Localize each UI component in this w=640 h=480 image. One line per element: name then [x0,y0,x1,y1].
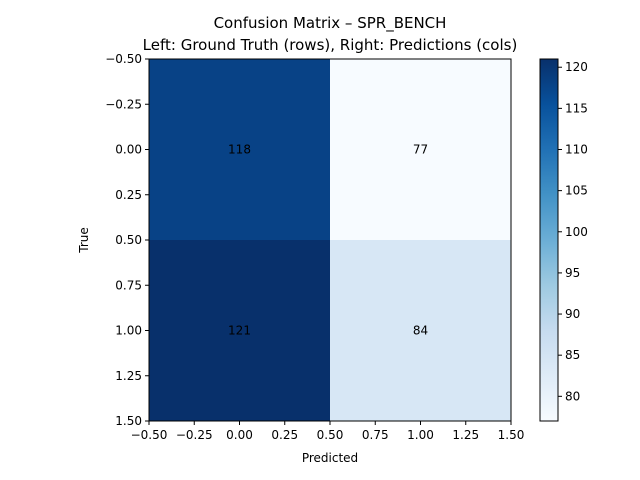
x-tick-label: −0.25 [176,428,213,442]
x-axis-ticks: −0.50 −0.25 0.00 0.25 0.50 0.75 1.00 1.25 1.50 [131,421,525,442]
y-tick-label: 0.25 [115,188,142,202]
chart-title: Confusion Matrix – SPR_BENCH [214,14,447,33]
y-tick-label: 0.75 [115,278,142,292]
colorbar-tick-label: 110 [565,143,588,157]
colorbar-tick-label: 95 [565,266,580,280]
colorbar [539,58,559,422]
heatmap-cell-0-1 [330,59,511,240]
x-axis-label: Predicted [302,451,358,465]
colorbar-ticks: 80 85 90 95 100 105 110 115 120 [558,60,588,403]
chart-subtitle: Left: Ground Truth (rows), Right: Predic… [143,36,518,54]
cell-label-1-1: 84 [413,324,428,338]
x-tick-label: 1.50 [498,428,525,442]
cell-label-0-0: 118 [228,143,251,157]
y-tick-label: 0.50 [115,233,142,247]
y-axis-label: True [77,227,91,254]
heatmap-cell-0-0 [149,59,330,240]
colorbar-tick-label: 120 [565,60,588,74]
x-tick-label: 0.50 [317,428,344,442]
y-tick-label: −0.50 [105,52,142,66]
cell-label-1-0: 121 [228,324,251,338]
y-tick-label: 1.00 [115,324,142,338]
x-tick-label: 0.75 [362,428,389,442]
colorbar-tick-label: 105 [565,184,588,198]
heatmap-cell-labels: 118 77 121 84 [228,143,428,338]
heatmap-cells [149,59,511,421]
y-axis-ticks: −0.50 −0.25 0.00 0.25 0.50 0.75 1.00 1.25 1.50 [105,52,149,428]
x-tick-label: 0.25 [271,428,298,442]
colorbar-tick-label: 90 [565,307,580,321]
colorbar-tick-label: 100 [565,225,588,239]
x-tick-label: 1.25 [452,428,479,442]
colorbar-tick-label: 80 [565,389,580,403]
heatmap-cell-1-1 [330,240,511,421]
x-tick-label: 0.00 [226,428,253,442]
x-tick-label: 1.00 [407,428,434,442]
colorbar-tick-label: 115 [565,101,588,115]
y-tick-label: 1.25 [115,369,142,383]
colorbar-tick-label: 85 [565,348,580,362]
x-tick-label: −0.50 [131,428,168,442]
y-tick-label: −0.25 [105,97,142,111]
y-tick-label: 1.50 [115,414,142,428]
heatmap-cell-1-0 [149,240,330,421]
y-tick-label: 0.00 [115,143,142,157]
cell-label-0-1: 77 [413,143,428,157]
